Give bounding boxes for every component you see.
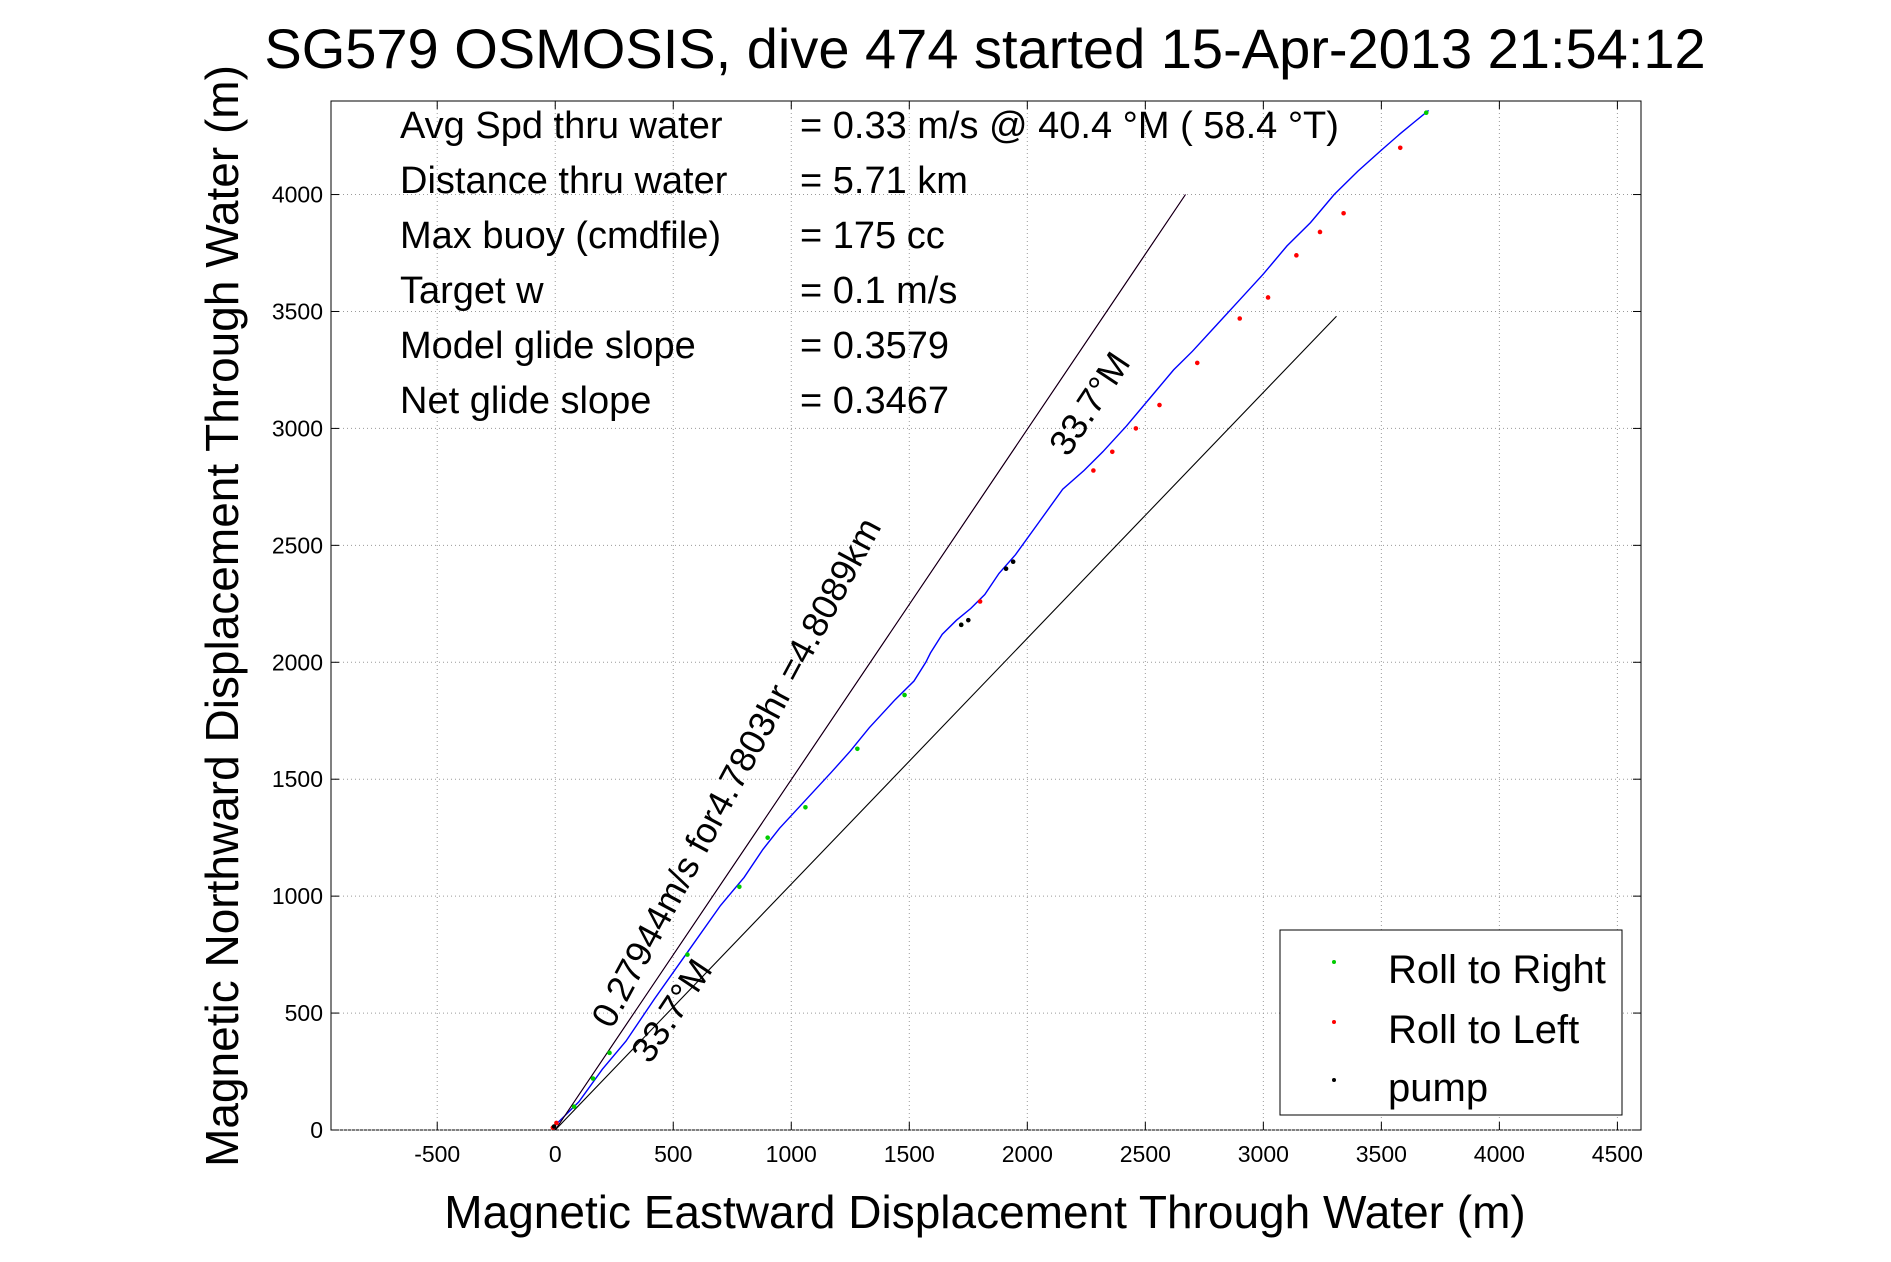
stat-value: = 175 cc [800, 215, 945, 257]
point-roll-to-right [765, 835, 770, 840]
x-tick-label: 3000 [1238, 1141, 1289, 1167]
points [550, 110, 1429, 1130]
series-bound-upper [554, 194, 1186, 1131]
stat-label: Model glide slope [400, 325, 696, 367]
point-roll-to-right [902, 692, 907, 698]
y-tick-label: 4000 [272, 182, 323, 208]
x-tick-label: 1500 [884, 1141, 935, 1167]
legend-marker-roll-left [1332, 1020, 1336, 1024]
y-axis-label: Magnetic Northward Displacement Through … [196, 65, 248, 1167]
y-tick-label: 1000 [272, 883, 323, 909]
stat-value: = 0.3579 [800, 325, 949, 367]
y-tick-label: 3000 [272, 415, 323, 441]
x-tick-label: 4500 [1592, 1141, 1643, 1167]
point-roll-to-left [1294, 253, 1299, 258]
x-tick-label: 2000 [1002, 1141, 1053, 1167]
x-tick-label: 4000 [1474, 1141, 1525, 1167]
point-roll-to-right [590, 1076, 596, 1081]
point-roll-to-left [1237, 316, 1243, 321]
point-roll-to-right [571, 1104, 577, 1109]
legend-marker-roll-right [1332, 960, 1336, 964]
series-track [554, 109, 1430, 1126]
y-tick-label: 0 [310, 1117, 323, 1143]
y-tick-label: 1500 [272, 766, 323, 792]
stats-block: Avg Spd thru water = 0.33 m/s @ 40.4 °M (… [400, 105, 1339, 422]
point-roll-to-left [1317, 229, 1323, 235]
point-roll-to-left [554, 1120, 559, 1126]
x-ticks: -500 0 500 1000 1500 2000 2500 3000 3500 4000 4500 [414, 101, 1643, 1167]
stat-value: = 0.1 m/s [800, 270, 957, 312]
point-roll-to-left [1091, 468, 1096, 473]
legend-box [1279, 929, 1623, 1116]
x-tick-label: 1000 [766, 1141, 817, 1167]
y-tick-label: 500 [285, 1000, 323, 1026]
stat-value: = 5.71 km [800, 160, 968, 202]
x-axis-label: Magnetic Eastward Displacement Through W… [444, 1186, 1525, 1238]
stat-label: Avg Spd thru water [400, 105, 723, 147]
x-tick-label: 2500 [1120, 1141, 1171, 1167]
stat-value: = 0.3467 [800, 380, 949, 422]
legend-marker-pump [1332, 1078, 1336, 1082]
legend-label-pump: pump [1388, 1066, 1488, 1110]
point-roll-to-left [1341, 210, 1346, 216]
chart-title: SG579 OSMOSIS, dive 474 started 15-Apr-2… [264, 17, 1705, 80]
point-pump [551, 1124, 557, 1129]
legend-label-roll-left: Roll to Left [1388, 1008, 1579, 1052]
stat-value: = 0.33 m/s @ 40.4 °M ( 58.4 °T) [800, 105, 1339, 147]
x-tick-label: 0 [549, 1141, 562, 1167]
point-roll-to-right [685, 952, 690, 957]
point-roll-to-left [1109, 449, 1115, 455]
point-pump [958, 622, 964, 628]
x-tick-label: 3500 [1356, 1141, 1407, 1167]
point-pump [1003, 566, 1009, 572]
point-roll-to-right [855, 746, 860, 752]
stat-label: Max buoy (cmdfile) [400, 215, 721, 257]
point-roll-to-left [1397, 145, 1403, 151]
point-roll-to-left [1265, 295, 1271, 300]
y-ticks: 0 500 1000 1500 2000 2500 3000 3500 4000 [272, 182, 1641, 1143]
point-pump [1010, 559, 1016, 565]
point-roll-to-left [1157, 402, 1162, 408]
series-bound-lower [554, 315, 1337, 1131]
point-pump [965, 617, 971, 623]
stat-label: Net glide slope [400, 380, 651, 422]
point-roll-to-right [607, 1050, 612, 1056]
y-tick-label: 2500 [272, 532, 323, 558]
stat-label: Target w [400, 270, 544, 312]
point-roll-to-right [737, 884, 742, 890]
x-tick-label: 500 [654, 1141, 692, 1167]
point-roll-to-left [977, 599, 983, 604]
point-roll-to-right [1423, 110, 1429, 115]
legend-label-roll-right: Roll to Right [1388, 948, 1606, 992]
stat-label: Distance thru water [400, 160, 728, 202]
y-tick-label: 2000 [272, 649, 323, 675]
point-roll-to-right [803, 804, 808, 810]
point-roll-to-left [1194, 360, 1200, 366]
lines [554, 109, 1430, 1131]
y-tick-label: 3500 [272, 298, 323, 324]
x-tick-label: -500 [414, 1141, 460, 1167]
legend: Roll to Right Roll to Left pump [1279, 929, 1623, 1116]
point-roll-to-left [1133, 426, 1139, 431]
